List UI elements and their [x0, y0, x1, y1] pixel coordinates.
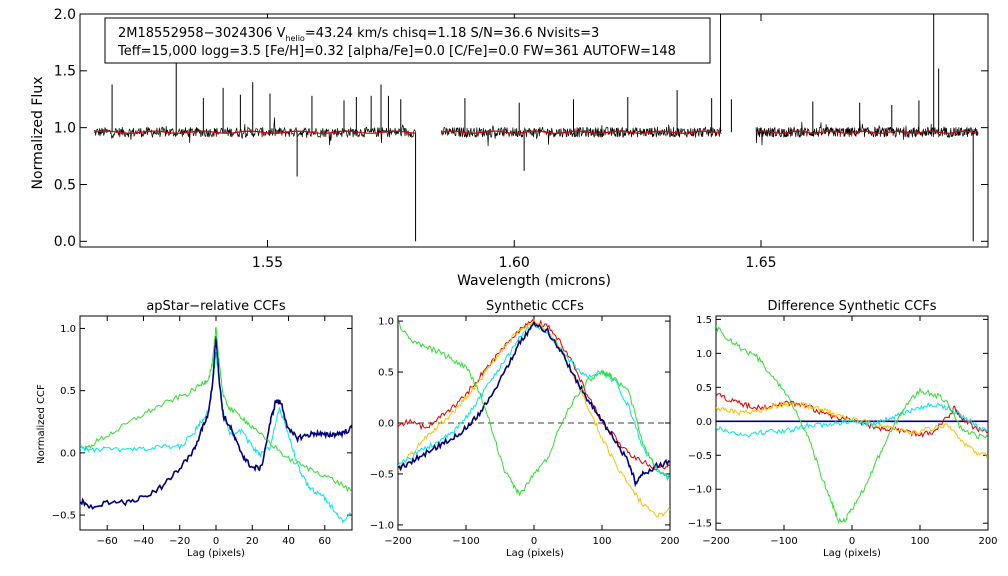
y-tick-label: −0.5: [370, 469, 394, 480]
spectrum-annotation-box: [104, 17, 711, 64]
difference-ccf-plot-area: −200 −100 0 100 200 −1.5 −1.0 −0.5 0.0 0.5 1.0 1.5: [688, 315, 998, 547]
ccf-series-red: [716, 393, 988, 438]
x-tick-label: 1.60: [499, 255, 530, 271]
x-tick-label: 0: [849, 536, 855, 547]
spectrum-annotation-line1: 2M18552958−3024306 Vhelio=43.24 km/s chi…: [118, 26, 599, 43]
spectrum-ylabel: Normalized Flux: [30, 77, 46, 190]
x-tick-label: 200: [978, 536, 997, 547]
y-tick-label: −0.5: [52, 511, 76, 522]
synthetic-ccf-xlabel: Lag (pixels): [506, 548, 564, 559]
y-tick-label: 1.5: [696, 315, 712, 326]
x-tick-label: 100: [910, 536, 929, 547]
apstar-ccf-ylabel: Normalized CCF: [36, 384, 47, 464]
model-fit-segment: [441, 130, 722, 134]
ccf-series-navy: [398, 320, 670, 488]
plot-frame: [79, 13, 989, 248]
x-tick-label: 0: [213, 536, 219, 547]
y-tick-label: −1.0: [370, 520, 394, 531]
y-tick-label: 1.5: [54, 64, 76, 80]
x-tick-label: 40: [282, 536, 295, 547]
y-tick-label: −1.0: [688, 485, 712, 496]
spectrum-segment: [93, 117, 416, 146]
x-tick-label: −20: [169, 536, 190, 547]
spectrum-panel: 1.55 1.60 1.65 0.0 0.5 1.0 1.5 2.0 2M18552958−3…: [30, 7, 989, 289]
ccf-series-cyan: [716, 401, 988, 438]
y-tick-label: 0.0: [60, 448, 76, 459]
x-tick-label: 200: [660, 536, 679, 547]
y-tick-label: 0.0: [378, 419, 394, 430]
y-tick-label: 0.0: [54, 234, 76, 250]
ccf-series-cyan: [398, 321, 670, 482]
y-tick-label: 0.5: [54, 177, 76, 193]
x-tick-label: −100: [452, 536, 479, 547]
synthetic-ccf-title: Synthetic CCFs: [486, 299, 584, 314]
difference-ccf-title: Difference Synthetic CCFs: [767, 299, 936, 314]
spectrum-segment: [440, 124, 722, 147]
y-tick-label: 0.5: [378, 368, 394, 379]
y-tick-label: 1.0: [378, 317, 394, 328]
synthetic-ccf-plot-area: −200 −100 0 100 200 −1.0 −0.5 0.0 0.5 1.0: [370, 315, 680, 547]
x-tick-label: −200: [702, 536, 729, 547]
x-tick-label: −40: [133, 536, 154, 547]
x-tick-label: 100: [592, 536, 611, 547]
x-tick-label: 0: [531, 536, 537, 547]
spectrum-xlabel: Wavelength (microns): [457, 273, 611, 289]
difference-ccf-xlabel: Lag (pixels): [823, 548, 881, 559]
y-tick-label: −0.5: [688, 451, 712, 462]
y-tick-label: 0.5: [60, 386, 76, 397]
x-tick-label: −200: [384, 536, 411, 547]
ccf-panel-synthetic: −200 −100 0 100 200 −1.0 −0.5 0.0 0.5 1.0 Synthet…: [370, 299, 680, 559]
ccf-series-cyan: [80, 352, 352, 524]
ccf-series-navy: [80, 335, 352, 510]
ccf-series-orange: [398, 319, 670, 518]
y-tick-label: 1.0: [696, 349, 712, 360]
spectrum-segment: [755, 120, 979, 146]
y-tick-label: 2.0: [54, 7, 76, 23]
y-tick-label: 1.0: [60, 324, 76, 335]
plot-frame: [715, 315, 989, 531]
apstar-ccf-plot-area: −60 −40 −20 0 20 40 60 −0.5 0.0 0.5 1.0: [52, 315, 353, 547]
ccf-panel-difference: −200 −100 0 100 200−1.5−1.0−0.50.00.51.01.5 …: [688, 299, 998, 559]
ccf-series-green: [84, 326, 352, 493]
x-tick-label: 60: [318, 536, 331, 547]
y-tick-label: 0.5: [696, 383, 712, 394]
x-tick-label: 20: [246, 536, 259, 547]
plot-frame: [79, 315, 353, 531]
y-tick-label: 1.0: [54, 121, 76, 137]
spectrum-annotation-line2: Teff=15,000 logg=3.5 [Fe/H]=0.32 [alpha/…: [117, 44, 676, 59]
ccf-series-green: [716, 324, 988, 524]
y-tick-label: 0.0: [696, 417, 712, 428]
x-tick-label: 1.65: [745, 255, 776, 271]
spectrum-plot-area: 1.55 1.60 1.65 0.0 0.5 1.0 1.5 2.0: [54, 7, 989, 271]
ccf-series-red: [398, 318, 670, 471]
apstar-ccf-xlabel: Lag (pixels): [187, 548, 245, 559]
ccf-series-green: [398, 321, 670, 496]
ccf-panel-apstar: −60 −40 −20 0 20 40 60 −0.5 0.0 0.5 1.0 apStar−rel…: [36, 299, 353, 559]
x-tick-label: 1.55: [252, 255, 283, 271]
y-tick-label: −1.5: [688, 519, 712, 530]
x-tick-label: −60: [97, 536, 118, 547]
model-fit-segment: [755, 130, 979, 134]
model-fit-segment: [93, 130, 416, 134]
x-tick-label: −100: [770, 536, 797, 547]
apstar-ccf-title: apStar−relative CCFs: [146, 299, 286, 314]
